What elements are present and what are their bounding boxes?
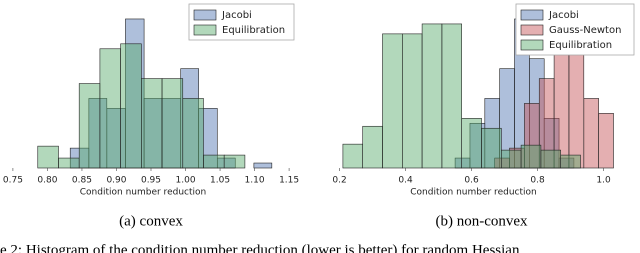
legend-box: [515, 3, 635, 56]
histogram-bar: [161, 78, 184, 169]
caption: (b) non-convex: [435, 213, 528, 229]
caption: (a) convex: [119, 213, 183, 229]
x-tick-label: 0.75: [3, 176, 23, 186]
histogram-bar: [520, 144, 542, 169]
x-tick-label: 1.0: [596, 176, 611, 186]
legend-swatch: [193, 24, 217, 36]
legend-label: Gauss-Newton: [549, 25, 621, 36]
figure-caption: e 2: Histogram of the condition number r…: [0, 242, 520, 253]
x-tick-label: 0.85: [72, 176, 92, 186]
x-tick-label: 0.80: [37, 176, 57, 186]
legend-label: Equilibration: [549, 40, 612, 51]
histogram-bar: [401, 33, 423, 169]
histogram-bar: [223, 154, 246, 169]
histogram-bar: [461, 118, 482, 169]
histogram-bar: [99, 48, 121, 169]
histogram-bar: [540, 149, 562, 169]
histogram-bar: [560, 154, 581, 169]
x-tick-label: 0.2: [332, 176, 346, 186]
legend-swatch: [193, 9, 217, 21]
histogram-bar: [342, 143, 363, 169]
legend-swatch: [520, 9, 544, 21]
x-axis-label: Condition number reduction: [410, 188, 536, 198]
histogram-bar: [37, 145, 59, 169]
x-tick-label: 1.15: [279, 176, 299, 186]
histogram-bar: [441, 23, 462, 169]
histogram-bar: [382, 33, 403, 169]
histogram-bar: [598, 113, 614, 169]
x-tick-label: 0.95: [141, 176, 161, 186]
histogram-bar: [362, 125, 383, 169]
x-tick-label: 1.00: [176, 176, 196, 186]
x-tick-label: 0.6: [464, 176, 479, 186]
legend-label: Jacobi: [548, 10, 579, 21]
histogram-bar: [58, 157, 80, 169]
x-tick-label: 0.8: [530, 176, 545, 186]
histogram-bar: [253, 162, 273, 169]
histogram-bar: [78, 83, 101, 169]
histogram-bar: [500, 149, 522, 169]
x-axis-label: Condition number reduction: [80, 188, 206, 198]
legend-swatch: [520, 39, 544, 51]
x-tick-label: 0.4: [398, 176, 413, 186]
x-tick-label: 0.90: [106, 176, 126, 186]
histogram-bar: [421, 23, 443, 169]
legend-label: Jacobi: [221, 10, 252, 21]
histogram-bar: [583, 98, 599, 169]
x-tick-label: 1.10: [245, 176, 265, 186]
histogram-bar: [182, 98, 204, 169]
histogram-bar: [141, 78, 163, 169]
legend-label: Equilibration: [222, 25, 285, 36]
histogram-bar: [203, 154, 225, 169]
histogram-bar: [481, 127, 502, 169]
x-tick-label: 1.05: [210, 176, 230, 186]
histogram-bar: [120, 43, 142, 169]
legend-swatch: [520, 24, 544, 36]
